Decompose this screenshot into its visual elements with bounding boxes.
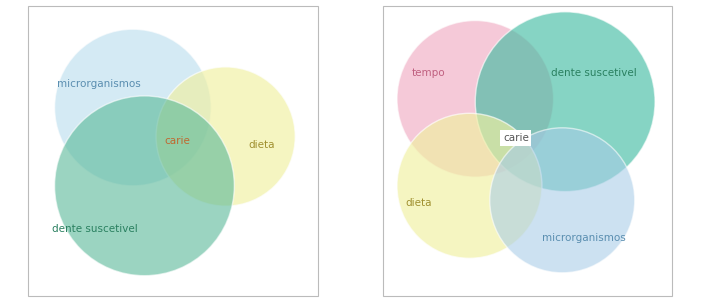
Text: microrganismos: microrganismos — [542, 233, 626, 243]
Text: carie: carie — [503, 133, 529, 143]
Text: tempo: tempo — [411, 68, 445, 78]
Text: dente suscetivel: dente suscetivel — [551, 68, 636, 78]
Circle shape — [397, 21, 554, 177]
Text: microrganismos: microrganismos — [57, 79, 141, 89]
Circle shape — [397, 113, 542, 258]
Text: dente suscetivel: dente suscetivel — [52, 224, 137, 234]
Circle shape — [156, 67, 295, 206]
Circle shape — [490, 128, 635, 273]
Circle shape — [55, 96, 234, 276]
Circle shape — [55, 29, 211, 186]
Text: carie: carie — [165, 136, 190, 146]
Text: dieta: dieta — [249, 140, 275, 150]
Circle shape — [475, 12, 655, 191]
Text: dieta: dieta — [406, 198, 432, 208]
